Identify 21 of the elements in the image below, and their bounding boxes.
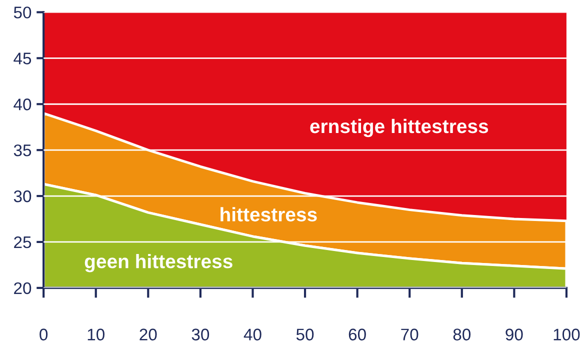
y-tick-label: 25 <box>14 236 32 248</box>
annotation: hittestress <box>220 207 317 222</box>
x-tick-label: 40 <box>244 328 262 340</box>
x-tick-label: 80 <box>453 328 471 340</box>
x-tick-label: 70 <box>401 328 418 340</box>
annotation: ernstige hittestress <box>310 118 488 138</box>
x-tick-label: 50 <box>296 328 314 340</box>
x-tick-label: 90 <box>506 328 523 340</box>
x-tick-label: 100 <box>554 328 580 340</box>
y-tick-label: 30 <box>14 190 32 202</box>
x-tick-label: 60 <box>348 328 366 340</box>
x-tick-label: 10 <box>88 328 104 340</box>
y-tick-label: 40 <box>14 98 32 110</box>
x-tick-label: 0 <box>40 328 48 340</box>
y-tick-label: 35 <box>14 144 32 156</box>
y-tick-label: 20 <box>14 282 32 294</box>
y-tick-label: 45 <box>14 52 32 64</box>
y-tick-label: 50 <box>14 6 32 18</box>
annotation: geen hittestress <box>84 254 232 272</box>
x-tick-label: 20 <box>140 328 157 340</box>
x-tick-label: 30 <box>192 328 210 340</box>
